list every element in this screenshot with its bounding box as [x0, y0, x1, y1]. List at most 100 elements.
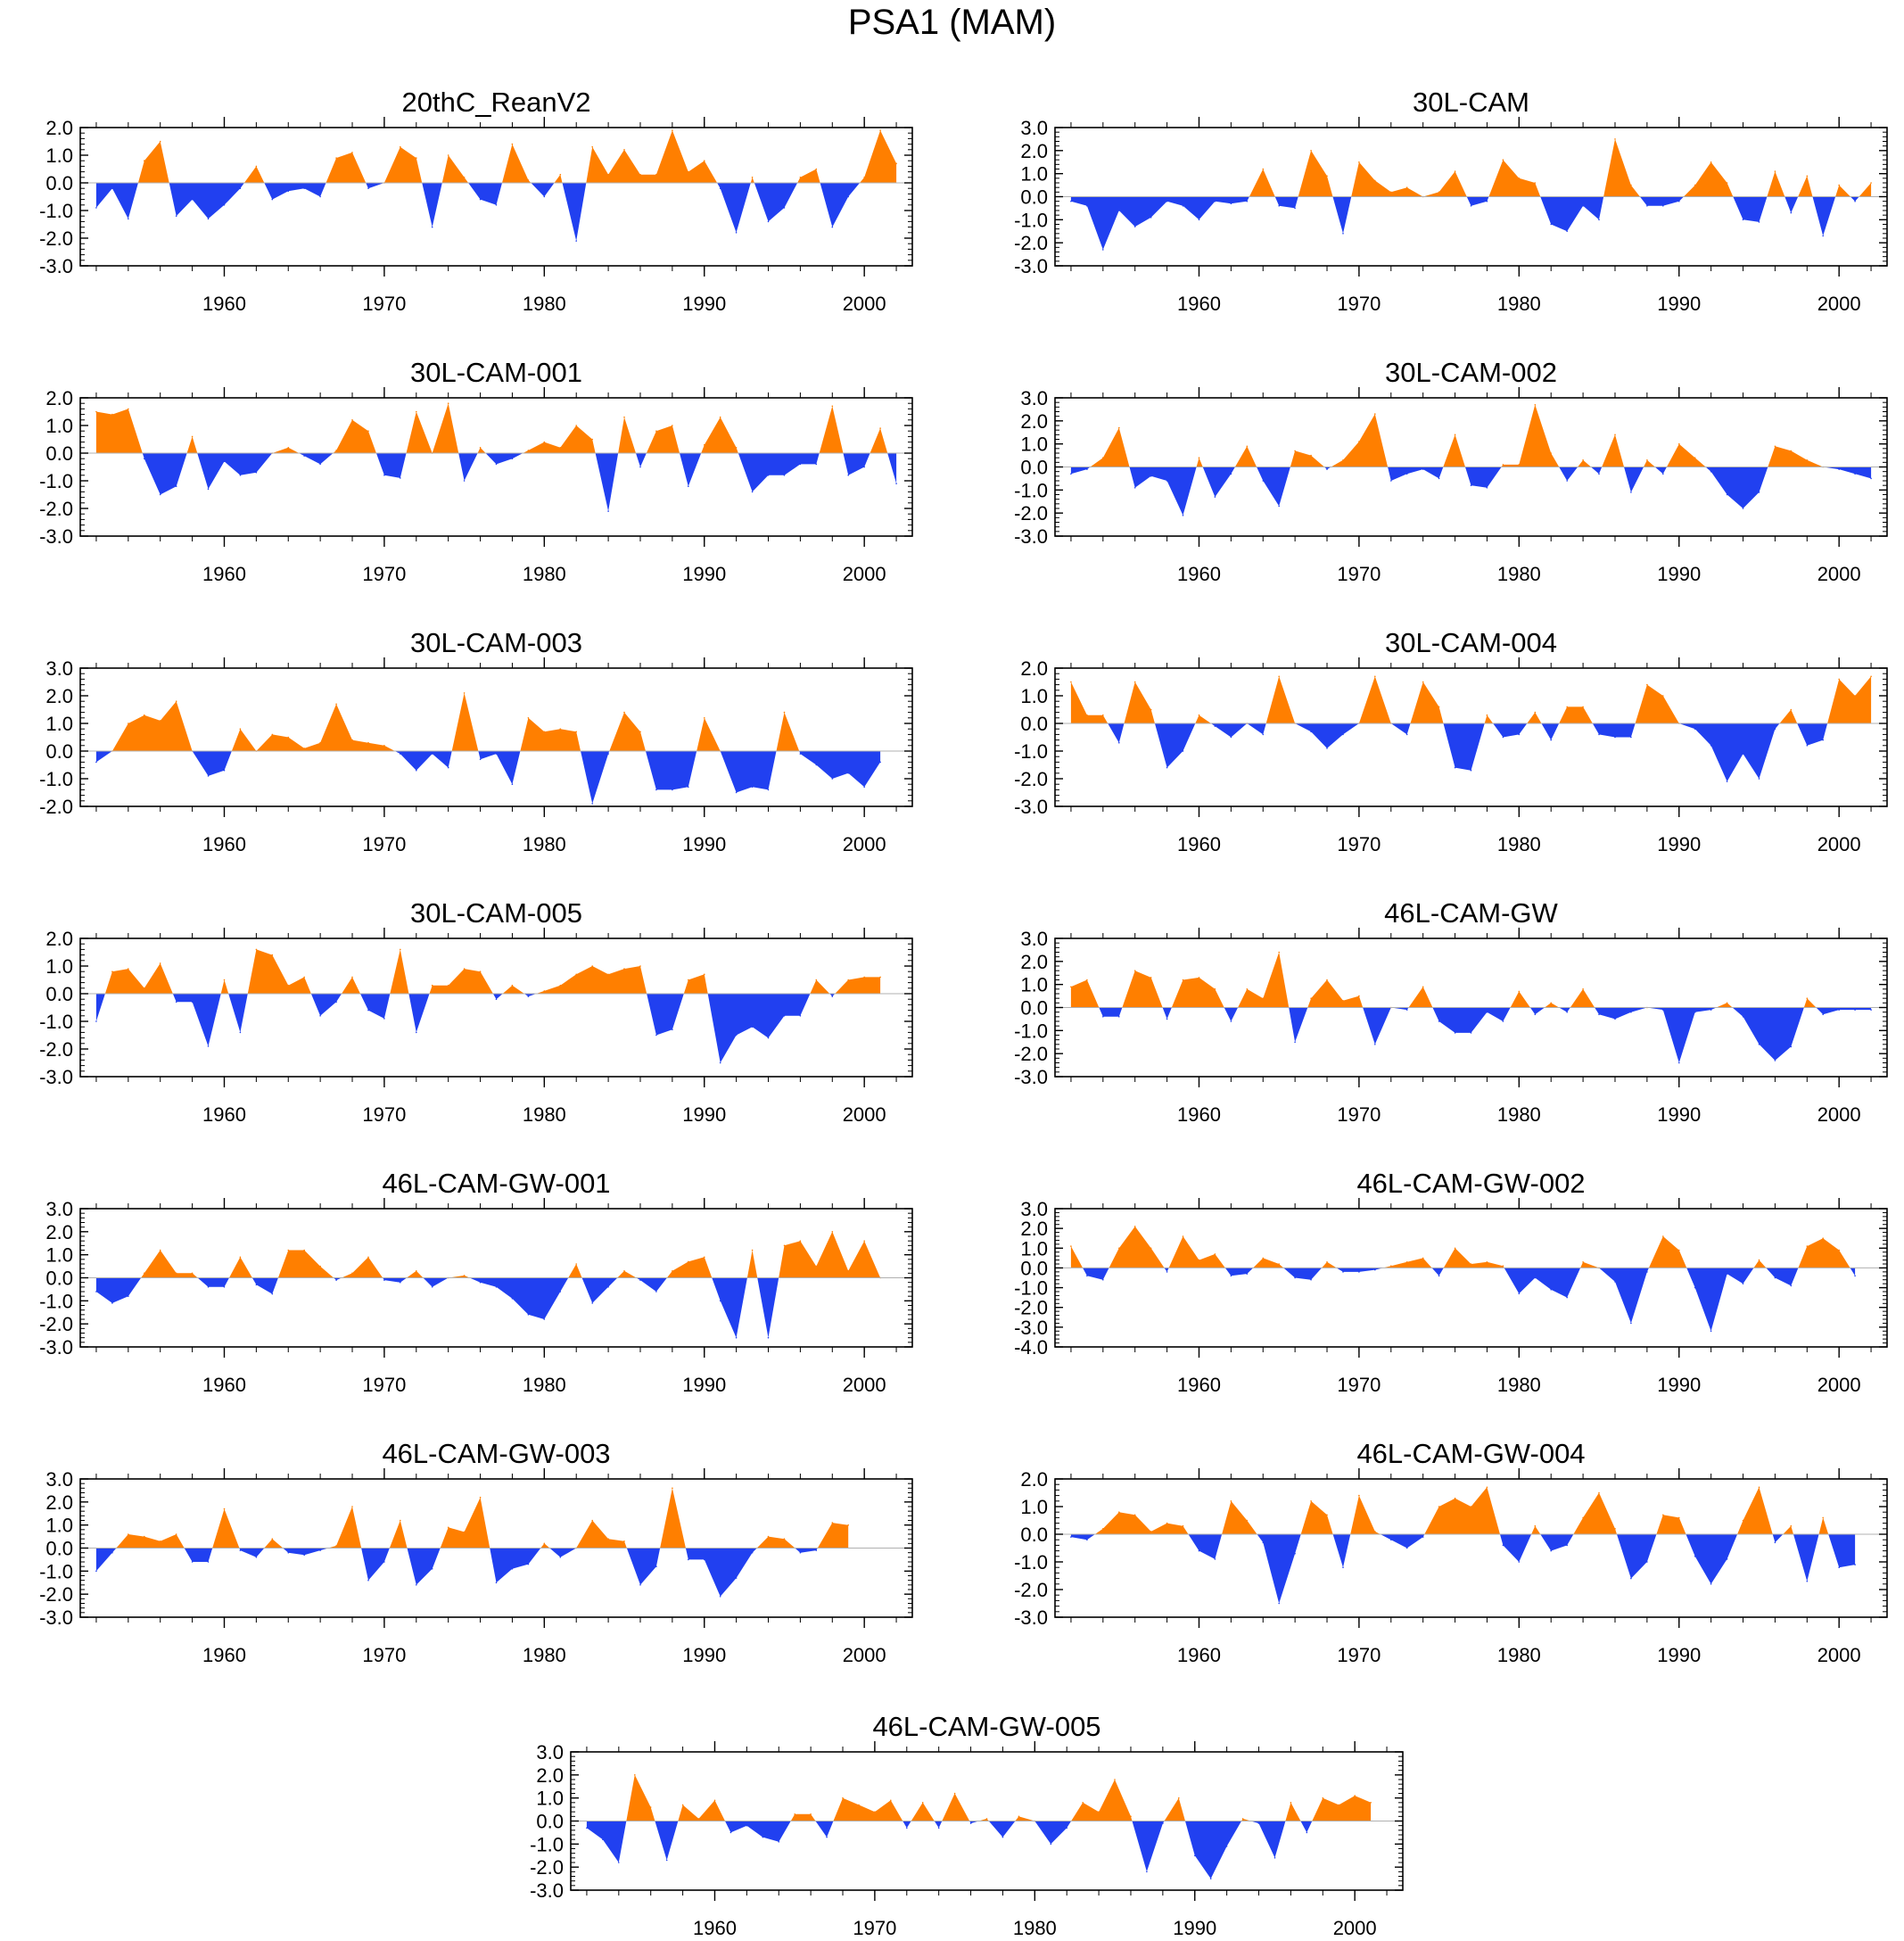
data-point — [895, 162, 897, 165]
plot-frame — [1054, 667, 1888, 807]
data-point — [767, 789, 770, 791]
data-point — [1070, 473, 1072, 475]
data-point — [128, 1295, 129, 1297]
data-point — [1326, 979, 1328, 981]
data-point — [634, 1774, 636, 1776]
data-point — [1294, 207, 1296, 210]
data-point — [1374, 1531, 1376, 1532]
y-tick-label: 1.0 — [1020, 434, 1048, 456]
data-point — [863, 786, 865, 789]
data-point — [1422, 681, 1424, 683]
panel-title: 46L-CAM-GW-004 — [1356, 1438, 1585, 1469]
data-point — [1822, 1237, 1824, 1239]
data-point — [479, 198, 482, 201]
x-tick-label: 1980 — [523, 1644, 566, 1666]
data-point — [1405, 473, 1408, 475]
data-point — [672, 129, 673, 131]
data-point — [688, 170, 689, 173]
data-point — [751, 1026, 754, 1028]
data-point — [1326, 468, 1328, 470]
data-point — [287, 1551, 290, 1554]
data-point — [1822, 1013, 1824, 1016]
data-point — [111, 1551, 113, 1554]
data-point — [1614, 736, 1616, 739]
data-point — [1694, 1011, 1696, 1013]
data-point — [1854, 473, 1856, 475]
data-point — [1390, 1265, 1392, 1267]
x-tick-label: 2000 — [843, 293, 886, 315]
data-point — [479, 447, 482, 449]
y-tick-label: -1.0 — [39, 200, 73, 222]
data-point — [591, 803, 593, 805]
chart-panel: 30L-CAM 3.02.01.00.0-1.0-2.0-3.0 1960 1970 1… — [1014, 87, 1888, 315]
data-point — [704, 443, 705, 446]
data-point — [1822, 235, 1824, 237]
data-point — [1470, 769, 1472, 772]
data-point — [1133, 970, 1136, 971]
data-point — [735, 1034, 738, 1037]
data-point — [783, 1538, 786, 1540]
data-point — [1178, 1796, 1180, 1799]
data-point — [1133, 1226, 1136, 1227]
data-point — [1194, 1854, 1196, 1857]
data-point — [479, 1496, 482, 1499]
data-point — [223, 204, 226, 206]
chart-panel: 46L-CAM-GW-001 3.02.01.00.0-1.0-2.0-3.0 19… — [39, 1168, 913, 1396]
data-point — [1518, 1561, 1521, 1563]
y-tick-label: 2.0 — [1020, 1218, 1048, 1240]
data-point — [303, 187, 306, 189]
data-point — [111, 970, 113, 972]
data-point — [847, 1524, 849, 1526]
negative-area — [1070, 196, 1872, 250]
x-tick-label: 1960 — [1177, 1103, 1221, 1126]
data-point — [697, 1818, 700, 1820]
data-point — [495, 204, 498, 206]
data-point — [495, 998, 498, 1000]
x-tick-label: 1970 — [362, 563, 406, 585]
x-tick-label: 1960 — [202, 563, 246, 585]
y-tick-label: 2.0 — [45, 1221, 73, 1243]
y-tick-label: -2.0 — [1014, 768, 1048, 790]
data-point — [207, 1286, 210, 1288]
data-point — [847, 772, 849, 774]
data-point — [1502, 1544, 1504, 1547]
data-point — [1150, 977, 1152, 979]
chart-panel: 46L-CAM-GW-004 2.0 1.0 0.0 -1.0 -2.0 -3.0 1960 1… — [1014, 1438, 1888, 1666]
data-point — [1438, 1275, 1440, 1277]
data-point — [1070, 200, 1072, 202]
data-point — [1182, 979, 1184, 981]
x-tick-label: 2000 — [1333, 1917, 1377, 1939]
y-tick-label: 0.0 — [536, 1811, 564, 1833]
data-point — [1342, 1566, 1344, 1568]
chart-panel: 46L-CAM-GW 3.02.01.00.0-1.0-2.0-3.0 1960 19… — [1014, 897, 1888, 1126]
data-point — [287, 736, 290, 739]
data-point — [831, 226, 834, 228]
data-point — [863, 976, 865, 979]
data-point — [431, 226, 433, 228]
y-tick-label: 2.0 — [536, 1764, 564, 1787]
data-point — [1405, 186, 1408, 188]
data-point — [95, 207, 97, 209]
y-tick-label: -2.0 — [1014, 1579, 1048, 1601]
data-point — [1598, 473, 1600, 475]
data-point — [1838, 468, 1840, 470]
data-point — [1486, 714, 1488, 716]
y-tick-label: 0.0 — [1020, 997, 1048, 1020]
data-point — [1694, 728, 1696, 730]
y-tick-label: -2.0 — [39, 498, 73, 520]
data-point — [688, 1260, 689, 1263]
data-point — [704, 160, 705, 161]
y-tick-label: 3.0 — [45, 1198, 73, 1220]
data-point — [672, 1028, 673, 1031]
data-point — [495, 753, 498, 755]
data-point — [207, 488, 210, 491]
data-point — [1150, 1247, 1152, 1250]
x-tick-label: 1980 — [523, 1103, 566, 1126]
data-point — [1001, 1836, 1004, 1838]
data-point — [1758, 221, 1760, 223]
data-point — [1198, 977, 1200, 979]
data-point — [799, 1015, 802, 1017]
data-point — [1422, 468, 1424, 470]
data-point — [559, 728, 562, 730]
data-point — [416, 1584, 417, 1586]
